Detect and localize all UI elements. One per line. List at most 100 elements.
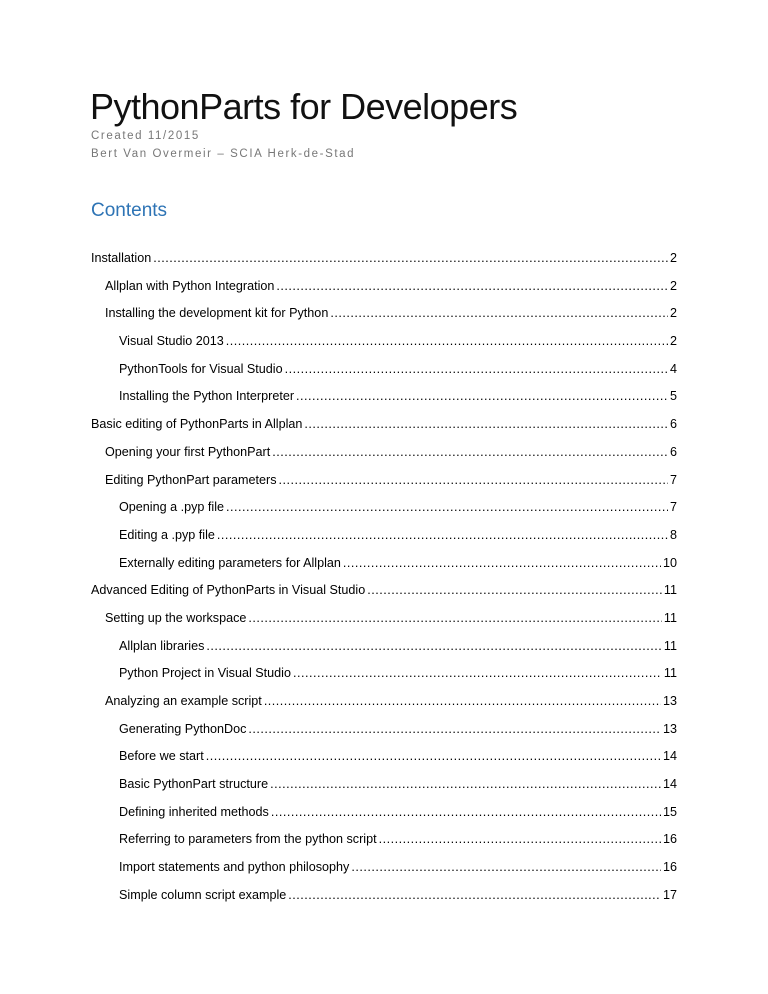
toc-leader-dots xyxy=(217,526,668,544)
toc-entry[interactable]: Editing PythonPart parameters 7 xyxy=(105,471,677,499)
toc-entry[interactable]: Import statements and python philosophy 1… xyxy=(119,858,677,886)
toc-page-number: 2 xyxy=(669,334,677,349)
toc-entry[interactable]: Installing the development kit for Pytho… xyxy=(105,304,677,332)
toc-entry[interactable]: Opening a .pyp file 7 xyxy=(119,498,677,526)
toc-entry-label: Advanced Editing of PythonParts in Visua… xyxy=(91,583,366,598)
toc-entry-label: Analyzing an example script xyxy=(105,694,262,708)
toc-page-number: 17 xyxy=(662,887,677,902)
toc-entry-label: Externally editing parameters for Allpla… xyxy=(119,555,341,570)
toc-leader-dots xyxy=(304,415,668,433)
toc-entry[interactable]: Setting up the workspace 11 xyxy=(105,609,677,637)
toc-page-number: 14 xyxy=(662,749,677,764)
toc-leader-dots xyxy=(270,775,661,793)
toc-entry-label: Generating PythonDoc xyxy=(119,721,247,736)
toc-entry-label: Editing PythonPart parameters xyxy=(105,472,277,487)
toc-entry-label: Editing a .pyp file xyxy=(119,527,215,542)
toc-entry[interactable]: Python Project in Visual Studio 11 xyxy=(119,664,677,692)
toc-page-number: 6 xyxy=(669,444,677,459)
toc-entry-label: Visual Studio 2013 xyxy=(119,334,224,349)
toc-page-number: 7 xyxy=(669,500,677,515)
table-of-contents: Installation2Allplan with Python Integra… xyxy=(0,249,768,914)
toc-entry[interactable]: Referring to parameters from the python … xyxy=(119,830,677,858)
contents-heading: Contents xyxy=(91,200,168,221)
toc-entry-label: Installation xyxy=(91,251,152,265)
toc-entry-label: Opening your first PythonPart xyxy=(105,444,271,459)
toc-leader-dots xyxy=(276,277,668,295)
toc-entry[interactable]: Opening your first PythonPart 6 xyxy=(105,443,677,471)
toc-leader-dots xyxy=(288,886,661,904)
toc-entry[interactable]: Analyzing an example script 13 xyxy=(105,692,677,720)
toc-leader-dots xyxy=(226,498,668,516)
toc-entry[interactable]: Basic editing of PythonParts in Allplan 6 xyxy=(91,415,677,443)
toc-page-number: 2 xyxy=(669,306,677,321)
toc-entry[interactable]: Generating PythonDoc 13 xyxy=(119,720,677,748)
toc-entry[interactable]: Installation 2 xyxy=(91,249,677,277)
toc-leader-dots xyxy=(351,858,661,876)
toc-page-number: 2 xyxy=(669,278,677,293)
toc-leader-dots xyxy=(293,664,662,682)
toc-page-number: 14 xyxy=(662,777,677,792)
toc-entry[interactable]: Defining inherited methods 15 xyxy=(119,803,677,831)
toc-leader-dots xyxy=(272,443,668,461)
toc-leader-dots xyxy=(285,360,668,378)
toc-entry[interactable]: Basic PythonPart structure 14 xyxy=(119,775,677,803)
toc-entry-label: Opening a .pyp file xyxy=(119,500,225,515)
toc-entry[interactable]: Editing a .pyp file 8 xyxy=(119,526,677,554)
created-date: Created 11/2015 xyxy=(91,130,200,142)
toc-entry-label: Installing the Python Interpreter xyxy=(119,389,295,404)
toc-entry-label: Referring to parameters from the python … xyxy=(119,832,377,847)
toc-entry-label: Installing the development kit for Pytho… xyxy=(105,306,329,321)
toc-entry-label: PythonTools for Visual Studio xyxy=(119,361,283,376)
toc-entry-label: Simple column script example xyxy=(119,887,287,902)
toc-leader-dots xyxy=(153,249,668,267)
toc-entry[interactable]: Advanced Editing of PythonParts in Visua… xyxy=(91,581,677,609)
toc-entry[interactable]: Visual Studio 2013 2 xyxy=(119,332,677,360)
toc-page-number: 10 xyxy=(662,555,677,570)
toc-leader-dots xyxy=(206,747,661,765)
toc-entry-label: Before we start xyxy=(119,749,204,764)
toc-leader-dots xyxy=(279,471,668,489)
toc-entry-label: Setting up the workspace xyxy=(105,610,247,625)
toc-entry[interactable]: Externally editing parameters for Allpla… xyxy=(119,554,677,582)
toc-page-number: 11 xyxy=(663,666,677,681)
toc-page-number: 6 xyxy=(669,417,677,432)
toc-page-number: 7 xyxy=(669,472,677,487)
toc-leader-dots xyxy=(248,720,661,738)
toc-entry[interactable]: PythonTools for Visual Studio 4 xyxy=(119,360,677,388)
toc-entry-label: Defining inherited methods xyxy=(119,804,269,819)
toc-page-number: 11 xyxy=(663,638,677,653)
toc-page-number: 13 xyxy=(662,721,677,736)
toc-leader-dots xyxy=(379,830,661,848)
toc-entry-label: Allplan with Python Integration xyxy=(105,278,275,293)
toc-leader-dots xyxy=(206,637,662,655)
toc-page-number: 16 xyxy=(662,832,677,847)
toc-entry-label: Basic PythonPart structure xyxy=(119,777,269,792)
toc-entry[interactable]: Allplan with Python Integration 2 xyxy=(105,277,677,305)
toc-page-number: 2 xyxy=(669,251,677,265)
toc-page-number: 11 xyxy=(663,583,677,598)
toc-entry-label: Basic editing of PythonParts in Allplan xyxy=(91,417,303,432)
toc-page-number: 8 xyxy=(669,527,677,542)
toc-leader-dots xyxy=(264,692,661,710)
toc-page-number: 15 xyxy=(662,804,677,819)
toc-entry[interactable]: Before we start 14 xyxy=(119,747,677,775)
toc-leader-dots xyxy=(367,581,662,599)
toc-page-number: 5 xyxy=(669,389,677,404)
toc-page-number: 16 xyxy=(662,860,677,875)
toc-leader-dots xyxy=(248,609,662,627)
toc-leader-dots xyxy=(343,554,661,572)
toc-leader-dots xyxy=(330,304,668,322)
toc-page-number: 13 xyxy=(662,694,677,708)
toc-page-number: 4 xyxy=(669,361,677,376)
toc-entry-label: Allplan libraries xyxy=(119,638,205,653)
toc-page-number: 11 xyxy=(663,610,677,625)
toc-entry-label: Python Project in Visual Studio xyxy=(119,666,291,681)
toc-entry[interactable]: Allplan libraries 11 xyxy=(119,637,677,665)
toc-leader-dots xyxy=(226,332,668,350)
author-line: Bert Van Overmeir – SCIA Herk-de-Stad xyxy=(91,148,356,160)
toc-leader-dots xyxy=(296,387,668,405)
toc-entry-label: Import statements and python philosophy xyxy=(119,860,350,875)
toc-leader-dots xyxy=(271,803,661,821)
toc-entry[interactable]: Simple column script example 17 xyxy=(119,886,677,914)
toc-entry[interactable]: Installing the Python Interpreter 5 xyxy=(119,387,677,415)
